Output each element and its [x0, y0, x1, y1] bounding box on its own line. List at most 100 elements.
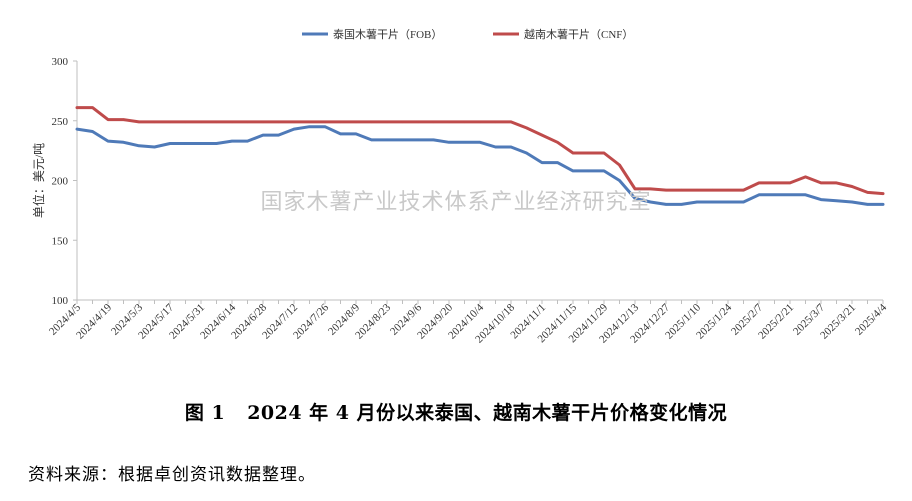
- data-point: [106, 139, 110, 143]
- data-point: [602, 151, 606, 155]
- data-point: [680, 203, 683, 206]
- data-point: [540, 133, 544, 137]
- data-point: [711, 188, 714, 192]
- data-point: [649, 187, 652, 191]
- data-point: [633, 197, 637, 200]
- data-point: [633, 187, 637, 191]
- data-point: [122, 141, 125, 144]
- series-line-2: [75, 106, 885, 196]
- data-point: [509, 120, 513, 124]
- y-tick-label: 300: [52, 56, 69, 68]
- data-point: [354, 120, 358, 124]
- data-point: [230, 120, 234, 124]
- data-point: [215, 120, 218, 124]
- data-point: [292, 127, 296, 131]
- price-line-chart: 泰国木薯干片（FOB） 越南木薯干片（CNF） 100 150 200 250 300 20…: [31, 27, 889, 346]
- data-point: [184, 120, 187, 124]
- data-point: [75, 106, 79, 109]
- x-tick-label: 2025/4/4: [853, 301, 889, 337]
- data-point: [416, 138, 420, 142]
- data-point: [695, 200, 699, 204]
- y-tick-label: 150: [52, 235, 69, 247]
- figure-caption: 图 1 2024 年 4 月份以来泰国、越南木薯干片价格变化情况: [0, 398, 912, 425]
- data-point: [819, 198, 823, 201]
- data-point: [819, 181, 823, 185]
- data-point: [91, 106, 94, 109]
- data-point: [757, 193, 761, 196]
- data-point: [354, 132, 358, 136]
- data-point: [850, 200, 854, 204]
- data-point: [587, 169, 590, 173]
- data-point: [556, 141, 559, 144]
- data-point: [571, 169, 575, 173]
- data-point: [494, 145, 497, 149]
- data-point: [881, 203, 885, 206]
- data-point: [649, 200, 652, 204]
- data-point: [742, 200, 745, 204]
- data-point: [370, 138, 373, 142]
- data-point: [401, 120, 404, 124]
- data-point: [788, 181, 792, 185]
- data-point: [711, 200, 714, 204]
- chart-axes: 1001502002503002024/4/52024/4/192024/5/3…: [47, 56, 889, 346]
- data-point: [385, 138, 389, 142]
- data-point: [137, 144, 141, 147]
- data-point: [866, 191, 869, 194]
- data-point: [385, 120, 389, 124]
- y-tick-label: 250: [52, 116, 69, 128]
- legend-label: 泰国木薯干片（FOB）: [333, 27, 442, 41]
- data-point: [370, 120, 373, 124]
- data-point: [478, 141, 482, 144]
- data-point: [277, 133, 280, 137]
- data-point: [494, 120, 497, 124]
- data-point: [804, 193, 807, 196]
- data-point: [509, 145, 513, 149]
- data-point: [835, 181, 838, 185]
- data-point: [106, 118, 110, 121]
- data-point: [835, 199, 838, 202]
- figure-title: 2024 年 4 月份以来泰国、越南木薯干片价格变化情况: [247, 402, 728, 424]
- data-point: [416, 120, 420, 124]
- data-point: [742, 188, 745, 192]
- y-axis-label-group: 单位：美元/吨: [31, 143, 46, 218]
- data-point: [447, 141, 451, 144]
- data-point: [525, 126, 528, 130]
- data-point: [726, 200, 730, 204]
- data-point: [571, 151, 575, 155]
- chart-legend: 泰国木薯干片（FOB） 越南木薯干片（CNF）: [302, 27, 633, 41]
- data-point: [323, 120, 327, 124]
- data-point: [215, 142, 218, 145]
- data-point: [339, 120, 342, 124]
- data-point: [447, 120, 451, 124]
- data-point: [246, 139, 249, 143]
- data-point: [680, 188, 683, 192]
- data-point: [602, 169, 606, 173]
- data-point: [788, 193, 792, 196]
- data-point: [463, 120, 466, 124]
- data-point: [137, 120, 141, 124]
- data-point: [540, 161, 544, 164]
- data-point: [308, 125, 311, 128]
- data-point: [261, 133, 265, 137]
- legend-label: 越南木薯干片（CNF）: [524, 27, 633, 41]
- data-point: [757, 181, 761, 185]
- data-point: [153, 120, 156, 124]
- data-point: [199, 142, 203, 145]
- data-point: [261, 120, 265, 124]
- data-point: [246, 120, 249, 124]
- data-point: [618, 179, 621, 182]
- data-point: [773, 181, 776, 185]
- data-point: [850, 185, 854, 188]
- data-point: [292, 120, 296, 124]
- data-point: [525, 151, 528, 155]
- data-point: [478, 120, 482, 124]
- data-point: [695, 188, 699, 192]
- chart-series: [75, 106, 885, 206]
- data-point: [432, 138, 435, 142]
- data-point: [91, 130, 94, 133]
- series-line-1: [75, 125, 885, 206]
- data-point: [618, 163, 621, 167]
- data-point: [556, 161, 559, 164]
- data-point: [664, 203, 668, 206]
- data-point: [184, 142, 187, 145]
